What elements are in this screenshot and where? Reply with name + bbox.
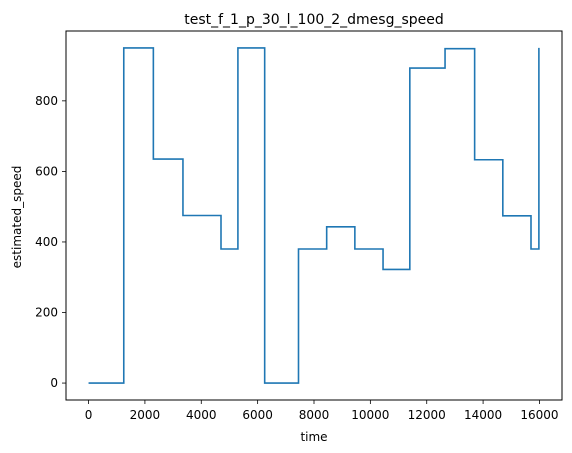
x-tick-label: 14000 [464,408,502,422]
x-axis: 0 2000 4000 6000 8000 10000 12000 14000 16000 [85,400,559,422]
x-tick-label: 8000 [299,408,330,422]
x-tick-label: 10000 [351,408,389,422]
x-tick-label: 4000 [186,408,217,422]
y-tick-label: 200 [35,306,58,320]
y-tick-label: 0 [50,376,58,390]
x-tick-label: 16000 [520,408,558,422]
y-tick-label: 400 [35,235,58,249]
y-tick-label: 800 [35,94,58,108]
x-tick-label: 2000 [130,408,161,422]
series-layer [89,48,539,383]
x-tick-label: 6000 [242,408,273,422]
y-axis-title: estimated_speed [10,166,24,269]
plot-area [66,31,562,400]
series-line-0 [89,48,539,383]
x-tick-label: 12000 [408,408,446,422]
x-axis-title: time [300,430,327,444]
x-tick-label: 0 [85,408,93,422]
chart-title: test_f_1_p_30_l_100_2_dmesg_speed [184,12,444,28]
y-tick-label: 600 [35,164,58,178]
y-axis: 0 200 400 600 800 [35,94,66,390]
